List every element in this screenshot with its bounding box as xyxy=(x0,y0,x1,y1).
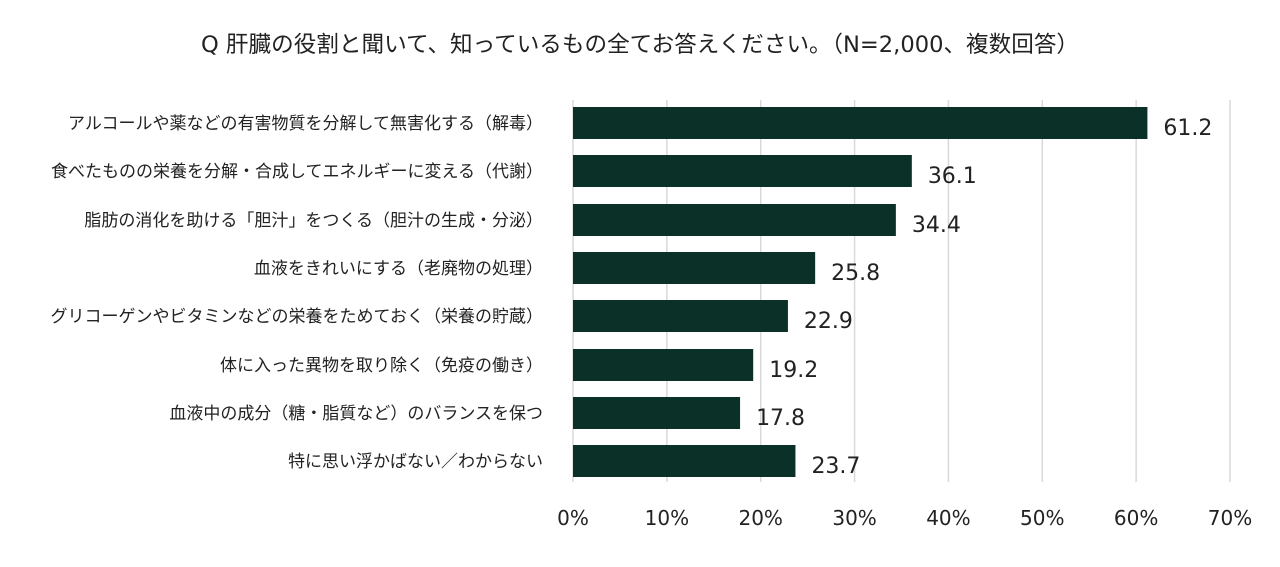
bar xyxy=(573,204,896,236)
category-label: 血液をきれいにする（老廃物の処理） xyxy=(254,259,543,279)
bars xyxy=(573,107,1148,477)
x-axis-ticks: 0% 10% 20% 30% 40% 50% 60% 70% xyxy=(557,506,1252,530)
x-tick-label: 30% xyxy=(832,506,876,530)
value-label: 19.2 xyxy=(769,358,818,383)
chart-title: Q 肝臓の役割と聞いて、知っているもの全てお答えください。（N=2,000、複数… xyxy=(200,32,1080,58)
category-label: 食べたものの栄養を分解・合成してエネルギーに変える（代謝） xyxy=(51,162,543,182)
category-label: グリコーゲンやビタミンなどの栄養をためておく（栄養の貯蔵） xyxy=(51,307,544,327)
value-label: 36.1 xyxy=(928,164,977,189)
value-label: 22.9 xyxy=(804,309,853,334)
bar xyxy=(573,397,741,429)
category-label: 血液中の成分（糖・脂質など）のバランスを保つ xyxy=(169,404,543,424)
value-label: 23.7 xyxy=(811,454,860,479)
value-label: 25.8 xyxy=(831,261,880,286)
bar xyxy=(573,445,796,477)
bar xyxy=(573,300,788,332)
value-labels: 61.2 36.1 34.4 25.8 22.9 19.2 17.823.7 xyxy=(756,116,1212,479)
category-label: アルコールや薬などの有害物質を分解して無害化する（解毒） xyxy=(68,114,543,134)
x-tick-label: 20% xyxy=(738,506,782,530)
x-tick-label: 70% xyxy=(1208,506,1252,530)
bar xyxy=(573,107,1148,139)
category-label: 脂肪の消化を助ける「胆汁」をつくる（胆汁の生成・分泌） xyxy=(84,211,543,231)
category-labels: アルコールや薬などの有害物質を分解して無害化する（解毒） 食べたものの栄養を分解・… xyxy=(51,114,544,472)
value-label: 61.2 xyxy=(1163,116,1212,141)
x-tick-label: 40% xyxy=(926,506,970,530)
bar xyxy=(573,155,912,187)
x-tick-label: 0% xyxy=(557,506,589,530)
category-label: 特に思い浮かばない／わからない xyxy=(288,452,543,472)
x-tick-label: 60% xyxy=(1114,506,1158,530)
bar xyxy=(573,252,816,284)
value-label: 17.8 xyxy=(756,406,805,431)
bar xyxy=(573,349,754,381)
value-label: 34.4 xyxy=(912,213,961,238)
x-tick-label: 50% xyxy=(1020,506,1064,530)
x-tick-label: 10% xyxy=(645,506,689,530)
category-label: 体に入った異物を取り除く（免疫の働き） xyxy=(220,356,543,376)
